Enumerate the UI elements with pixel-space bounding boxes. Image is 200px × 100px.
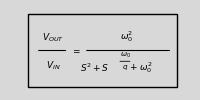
Text: $+\ \omega_0^2$: $+\ \omega_0^2$: [129, 60, 153, 75]
Text: $q$: $q$: [122, 63, 128, 72]
Text: $\omega_0^2$: $\omega_0^2$: [120, 29, 133, 44]
Text: $=$: $=$: [71, 46, 81, 55]
Text: $S^2+S$: $S^2+S$: [80, 61, 109, 74]
Text: $\omega_0$: $\omega_0$: [120, 50, 130, 60]
Text: $V_{IN}$: $V_{IN}$: [46, 60, 60, 72]
Text: $V_{OUT}$: $V_{OUT}$: [42, 31, 64, 44]
